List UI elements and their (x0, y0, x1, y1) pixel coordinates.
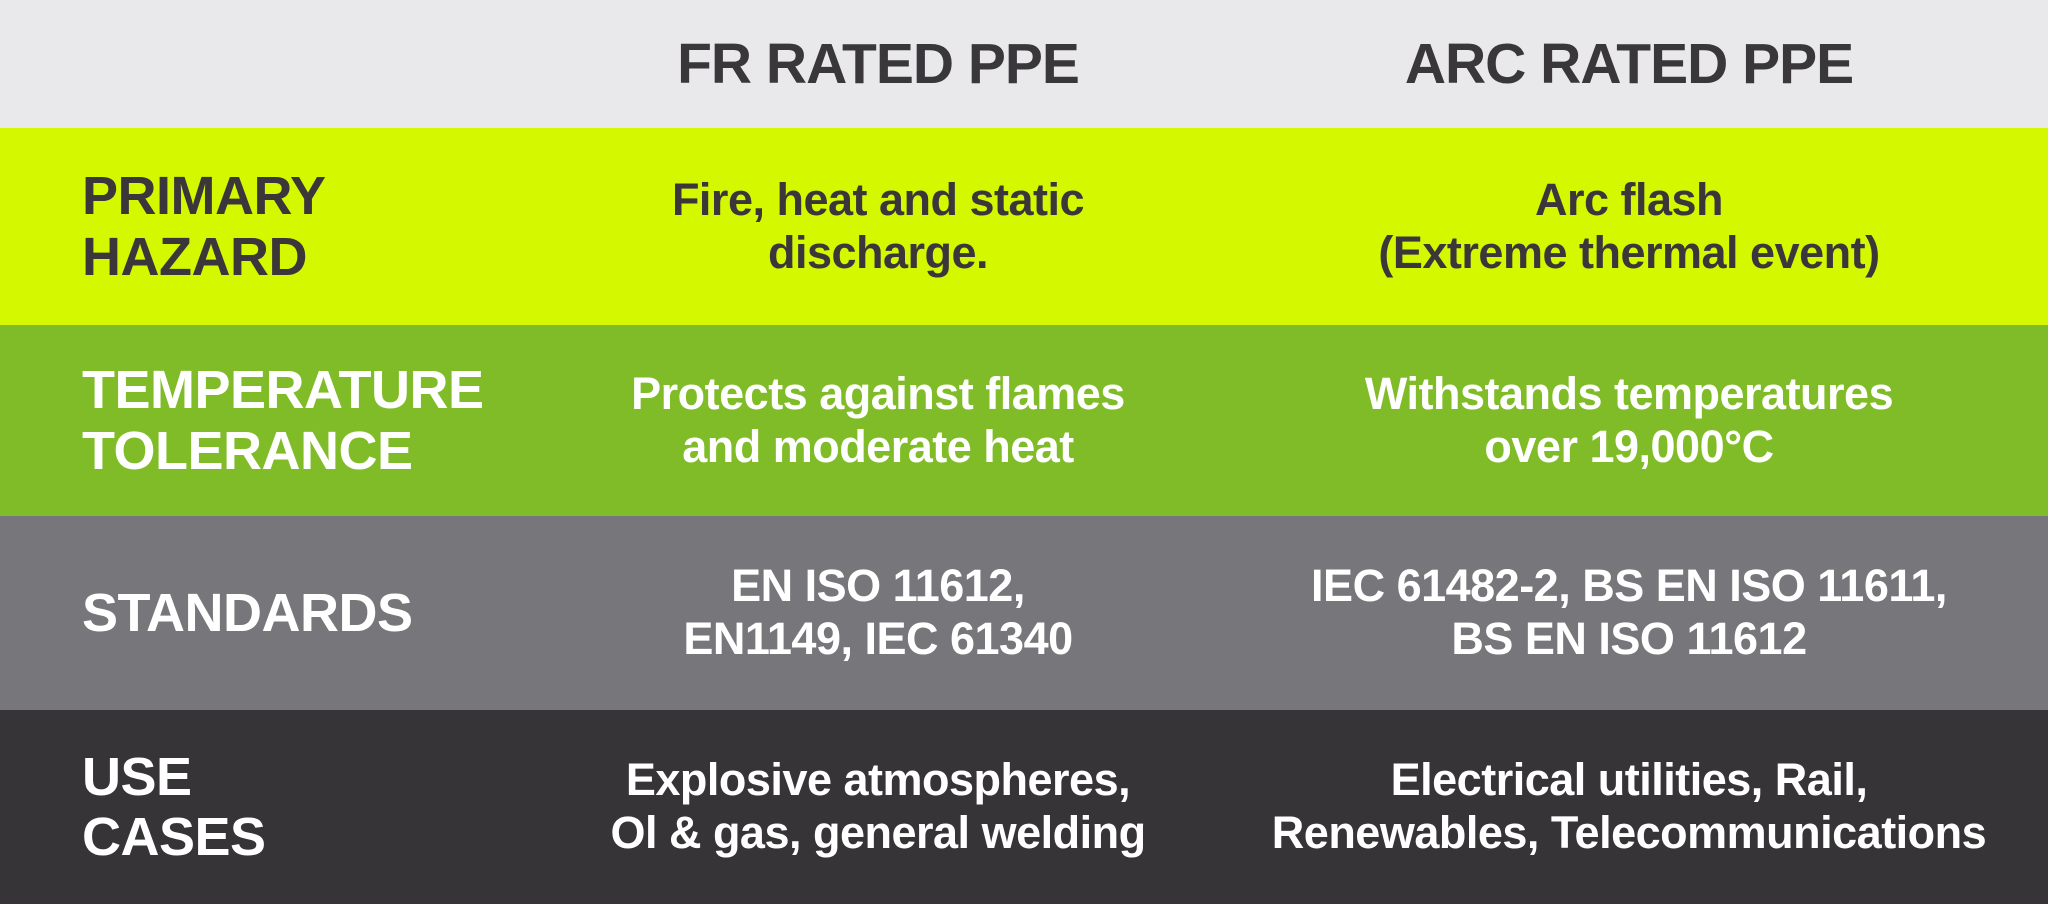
header-corner-cell (0, 0, 546, 128)
cell-fr-standards: EN ISO 11612, EN1149, IEC 61340 (546, 516, 1210, 710)
row-label: TEMPERATURE TOLERANCE (82, 360, 484, 481)
cell-arc-standards: IEC 61482-2, BS EN ISO 11611, BS EN ISO … (1210, 516, 2048, 710)
table-row-standards: STANDARDS EN ISO 11612, EN1149, IEC 6134… (0, 516, 2048, 710)
table-row-use-cases: USE CASES Explosive atmospheres, Ol & ga… (0, 710, 2048, 904)
cell-text: Withstands temperatures over 19,000°C (1364, 367, 1894, 472)
cell-arc-use-cases: Electrical utilities, Rail, Renewables, … (1210, 710, 2048, 904)
cell-text: Protects against flames and moderate hea… (631, 367, 1125, 472)
cell-text: Arc flash (Extreme thermal event) (1378, 173, 1880, 278)
cell-arc-primary-hazard: Arc flash (Extreme thermal event) (1210, 128, 2048, 325)
row-label: USE CASES (82, 746, 266, 867)
row-label: PRIMARY HAZARD (82, 166, 326, 287)
column-header-fr-label: FR RATED PPE (677, 31, 1080, 96)
cell-text: IEC 61482-2, BS EN ISO 11611, BS EN ISO … (1311, 560, 1947, 664)
row-label-cell: STANDARDS (0, 516, 546, 710)
cell-text: Fire, heat and static discharge. (671, 173, 1085, 278)
row-label: STANDARDS (82, 582, 413, 643)
cell-arc-temperature-tolerance: Withstands temperatures over 19,000°C (1210, 325, 2048, 516)
cell-fr-primary-hazard: Fire, heat and static discharge. (546, 128, 1210, 325)
row-label-cell: USE CASES (0, 710, 546, 904)
column-header-fr: FR RATED PPE (546, 0, 1210, 128)
row-label-cell: TEMPERATURE TOLERANCE (0, 325, 546, 516)
table-row-primary-hazard: PRIMARY HAZARD Fire, heat and static dis… (0, 128, 2048, 325)
row-label-cell: PRIMARY HAZARD (0, 128, 546, 325)
column-header-arc-label: ARC RATED PPE (1404, 31, 1854, 96)
table-header-row: FR RATED PPE ARC RATED PPE (0, 0, 2048, 128)
cell-fr-use-cases: Explosive atmospheres, Ol & gas, general… (546, 710, 1210, 904)
cell-text: Explosive atmospheres, Ol & gas, general… (610, 754, 1146, 858)
cell-text: Electrical utilities, Rail, Renewables, … (1271, 754, 1987, 858)
cell-fr-temperature-tolerance: Protects against flames and moderate hea… (546, 325, 1210, 516)
cell-text: EN ISO 11612, EN1149, IEC 61340 (683, 560, 1073, 664)
table-row-temperature-tolerance: TEMPERATURE TOLERANCE Protects against f… (0, 325, 2048, 516)
column-header-arc: ARC RATED PPE (1210, 0, 2048, 128)
